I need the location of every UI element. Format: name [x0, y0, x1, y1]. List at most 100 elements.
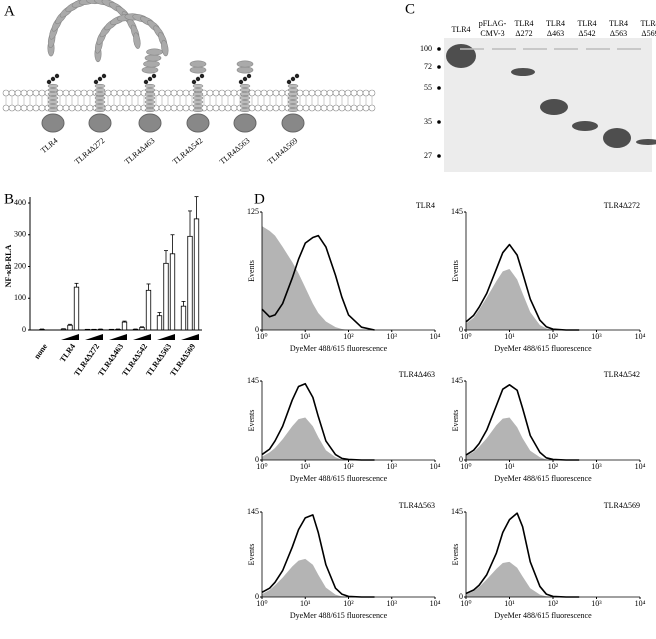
y-tick-label: 0	[22, 325, 26, 334]
lipid-head	[86, 89, 94, 97]
lipid-head	[212, 89, 220, 97]
helix	[47, 87, 59, 93]
lipid-head	[230, 89, 238, 97]
histogram-fill	[262, 558, 375, 597]
lipid-head	[332, 89, 340, 97]
lane-label: Δ569	[641, 29, 656, 38]
x-tick-label: 10²	[548, 462, 559, 471]
helix	[287, 99, 299, 105]
bar	[156, 315, 163, 331]
phospho-dot	[151, 73, 157, 79]
ectodomain-repeat	[189, 60, 207, 68]
protein-band	[636, 139, 656, 145]
y-tick-label: 0	[459, 455, 463, 464]
lipid-head	[320, 104, 328, 112]
helix	[47, 91, 59, 97]
marker-label: 35	[424, 117, 432, 126]
helix	[239, 87, 251, 93]
lipid-head	[32, 104, 40, 112]
helix	[192, 95, 204, 101]
dose-wedge	[157, 334, 175, 340]
lane-label: Δ563	[610, 29, 627, 38]
histogram-title: TLR4Δ569	[604, 501, 640, 510]
histogram-fill	[466, 417, 580, 460]
error-bar	[164, 250, 168, 264]
helix	[287, 91, 299, 97]
tir-domain	[281, 113, 305, 133]
tir-domain	[186, 113, 210, 133]
error-bar	[188, 210, 192, 237]
lipid-head	[164, 89, 172, 97]
ectodomain-repeat	[189, 66, 207, 74]
lipid-head	[104, 89, 112, 97]
bar	[169, 253, 176, 331]
y-axis-label: Events	[247, 544, 256, 566]
x-tick-label: 10²	[548, 599, 559, 608]
helix	[192, 91, 204, 97]
bar	[145, 289, 152, 331]
lipid-head	[104, 104, 112, 112]
dose-wedge	[133, 334, 151, 340]
protein-band	[603, 128, 631, 148]
phospho-dot	[246, 73, 252, 79]
histogram-fill	[466, 561, 580, 597]
lipid-head	[218, 104, 226, 112]
histogram-title: TLR4Δ542	[604, 370, 640, 379]
bar	[187, 235, 193, 331]
histogram-title: TLR4Δ272	[604, 201, 640, 210]
y-tick-label: 145	[247, 376, 259, 385]
lipid-head	[320, 89, 328, 97]
helix	[192, 99, 204, 105]
lipid-head	[314, 104, 322, 112]
helix	[239, 99, 251, 105]
y-tick-label: 300	[14, 230, 26, 239]
helix	[144, 95, 156, 101]
lipid-head	[338, 89, 346, 97]
lipid-head	[20, 89, 28, 97]
helix	[94, 95, 106, 101]
protein-band	[572, 121, 598, 131]
lipid-head	[38, 104, 46, 112]
lipid-head	[260, 89, 268, 97]
x-tick-label: 10⁰	[256, 332, 267, 341]
ectodomain-repeat	[161, 39, 169, 57]
helix	[47, 99, 59, 105]
lipid-head	[176, 104, 184, 112]
helix	[192, 107, 204, 113]
protein-band	[540, 99, 568, 115]
lipid-head	[308, 104, 316, 112]
marker-dot	[437, 120, 441, 124]
lipid-head	[308, 89, 316, 97]
y-axis-label: Events	[451, 410, 460, 432]
lipid-head	[278, 104, 286, 112]
x-tick-label: 10⁰	[460, 332, 471, 341]
lipid-head	[134, 89, 142, 97]
lipid-head	[338, 104, 346, 112]
y-tick-label: 0	[459, 325, 463, 334]
lipid-head	[110, 89, 118, 97]
x-tick-label: 10²	[548, 332, 559, 341]
ectodomain-repeat	[236, 66, 254, 74]
marker-label: 72	[424, 62, 432, 71]
panel-label: A	[4, 3, 15, 19]
histogram-fill	[466, 268, 580, 330]
lipid-head	[176, 89, 184, 97]
lipid-head	[158, 89, 166, 97]
phospho-dot	[101, 73, 107, 79]
histogram-fill	[262, 226, 375, 330]
lipid-head	[86, 104, 94, 112]
x-tick-label: 10⁴	[635, 462, 646, 471]
ectodomain-repeat	[133, 32, 141, 49]
lipid-head	[26, 89, 34, 97]
tir-domain	[233, 113, 257, 133]
helix	[144, 83, 156, 89]
lipid-head	[2, 89, 10, 97]
y-tick-label: 0	[255, 455, 259, 464]
helix	[94, 83, 106, 89]
bar	[163, 262, 169, 331]
x-tick-label: 10¹	[300, 332, 311, 341]
lane-label: TLR4	[514, 19, 533, 28]
x-axis-label: DyeMer 488/615 fluorescence	[290, 474, 388, 483]
bar	[139, 327, 145, 331]
histogram-title: TLR4Δ463	[399, 370, 435, 379]
